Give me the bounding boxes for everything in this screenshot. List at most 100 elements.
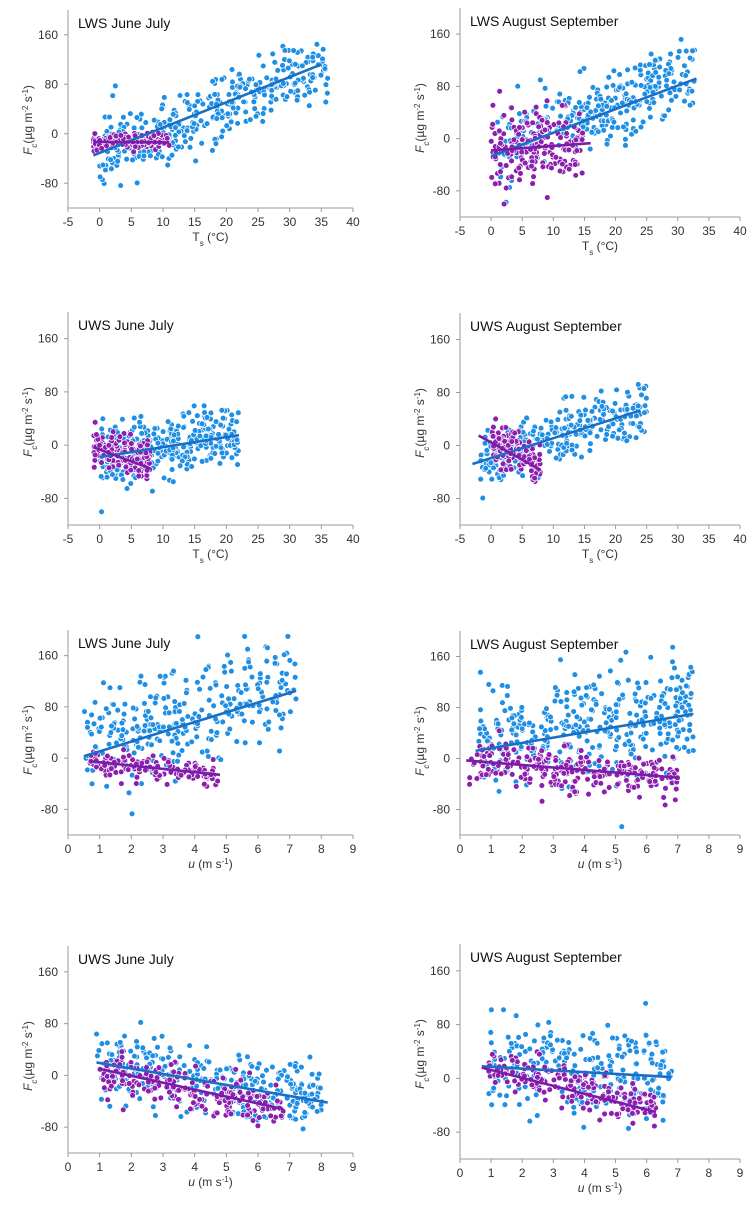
data-point-blue (181, 132, 188, 139)
data-point-blue (309, 74, 316, 81)
data-point-blue (603, 431, 610, 438)
data-point-blue (660, 1092, 667, 1099)
data-point-purple (98, 459, 105, 466)
data-point-blue (526, 719, 533, 727)
data-point-blue (571, 1050, 578, 1058)
data-point-blue (133, 179, 141, 187)
data-point-blue (186, 106, 193, 113)
data-point-purple (175, 1096, 182, 1103)
data-point-blue (94, 1052, 101, 1060)
trend-line-purple (93, 140, 170, 144)
data-point-blue (202, 432, 210, 440)
data-point-blue (498, 682, 506, 689)
data-point-blue (211, 91, 218, 98)
data-point-blue (587, 716, 595, 723)
data-point-blue (642, 743, 649, 750)
data-point-blue (138, 124, 146, 132)
data-point-blue (609, 420, 617, 428)
points-group (90, 41, 331, 189)
data-point-purple (672, 796, 679, 804)
data-point-purple (244, 1111, 251, 1119)
data-point-blue (251, 105, 258, 112)
x-tick-label: 9 (350, 1160, 357, 1174)
data-point-blue (218, 133, 225, 141)
data-point-blue (287, 1080, 294, 1088)
y-tick-label: -80 (433, 1125, 451, 1139)
data-point-blue (259, 62, 267, 70)
x-label-part: -1 (611, 1181, 619, 1190)
data-point-purple (515, 131, 522, 138)
data-point-purple (627, 1090, 635, 1098)
data-point-blue (156, 673, 164, 680)
data-point-blue (277, 724, 285, 732)
data-point-blue (659, 1117, 667, 1124)
y-tick-label: 160 (430, 650, 450, 664)
data-point-blue (107, 123, 115, 131)
data-point-blue (604, 1022, 612, 1029)
data-point-blue (139, 1044, 147, 1052)
data-point-purple (624, 1106, 632, 1114)
data-point-blue (212, 681, 220, 689)
data-point-blue (547, 713, 554, 721)
data-point-blue (646, 61, 653, 68)
data-point-blue (661, 700, 669, 707)
y-label-part: s (21, 398, 35, 407)
data-point-purple (601, 1110, 608, 1118)
data-point-purple (137, 442, 144, 450)
y-label-part: c (30, 1080, 39, 1084)
data-point-blue (605, 74, 613, 81)
data-point-blue (324, 75, 331, 82)
data-point-blue (541, 85, 549, 92)
data-point-blue (652, 83, 659, 90)
data-point-purple (572, 172, 579, 179)
data-point-blue (649, 746, 656, 754)
data-point-blue (643, 1115, 650, 1122)
scatter-panel-f: 0 1 2 3 4 5 6 7 8 9 160 80 0 -80 LWS August September F… (413, 631, 744, 871)
data-point-purple (483, 771, 490, 778)
data-point-blue (686, 101, 694, 109)
x-axis-label: u (m s-1) (188, 1175, 232, 1190)
x-label-part: (°C) (204, 547, 229, 561)
data-point-blue (597, 426, 605, 434)
data-point-blue (275, 1075, 282, 1083)
data-point-purple (558, 102, 566, 109)
data-point-blue (222, 702, 229, 709)
data-point-blue (91, 699, 99, 706)
data-point-blue (219, 718, 226, 726)
data-point-blue (84, 766, 91, 774)
x-label-part: -1 (222, 857, 230, 866)
data-point-blue (494, 720, 502, 728)
data-point-blue (556, 408, 564, 416)
data-point-blue (319, 55, 326, 63)
data-point-blue (283, 670, 290, 678)
data-point-blue (526, 1117, 534, 1125)
trend-line-purple (481, 1066, 657, 1114)
data-point-blue (568, 413, 575, 420)
x-tick-label: 1 (96, 842, 103, 856)
data-point-blue (141, 700, 148, 707)
data-point-blue (203, 120, 211, 127)
x-label-part: T (582, 547, 590, 561)
y-tick-label: -80 (433, 803, 451, 817)
data-point-blue (522, 1031, 529, 1038)
data-point-blue (613, 386, 620, 394)
y-label-part: -1 (21, 1025, 30, 1033)
data-point-blue (598, 403, 606, 410)
y-tick-label: -80 (41, 176, 59, 190)
x-tick-label: 3 (160, 842, 167, 856)
data-point-purple (509, 1057, 516, 1064)
data-point-blue (301, 91, 308, 99)
data-point-purple (192, 1062, 199, 1070)
y-label-part: ) (413, 1019, 427, 1023)
x-tick-label: 0 (457, 1166, 464, 1180)
data-point-blue (656, 730, 664, 737)
y-tick-label: -80 (41, 802, 59, 816)
data-point-purple (104, 752, 111, 760)
data-point-blue (284, 633, 292, 640)
data-point-blue (588, 706, 595, 714)
panel-title: LWS June July (78, 15, 170, 31)
data-point-purple (185, 773, 193, 781)
data-point-blue (154, 439, 162, 447)
data-point-blue (292, 61, 299, 68)
